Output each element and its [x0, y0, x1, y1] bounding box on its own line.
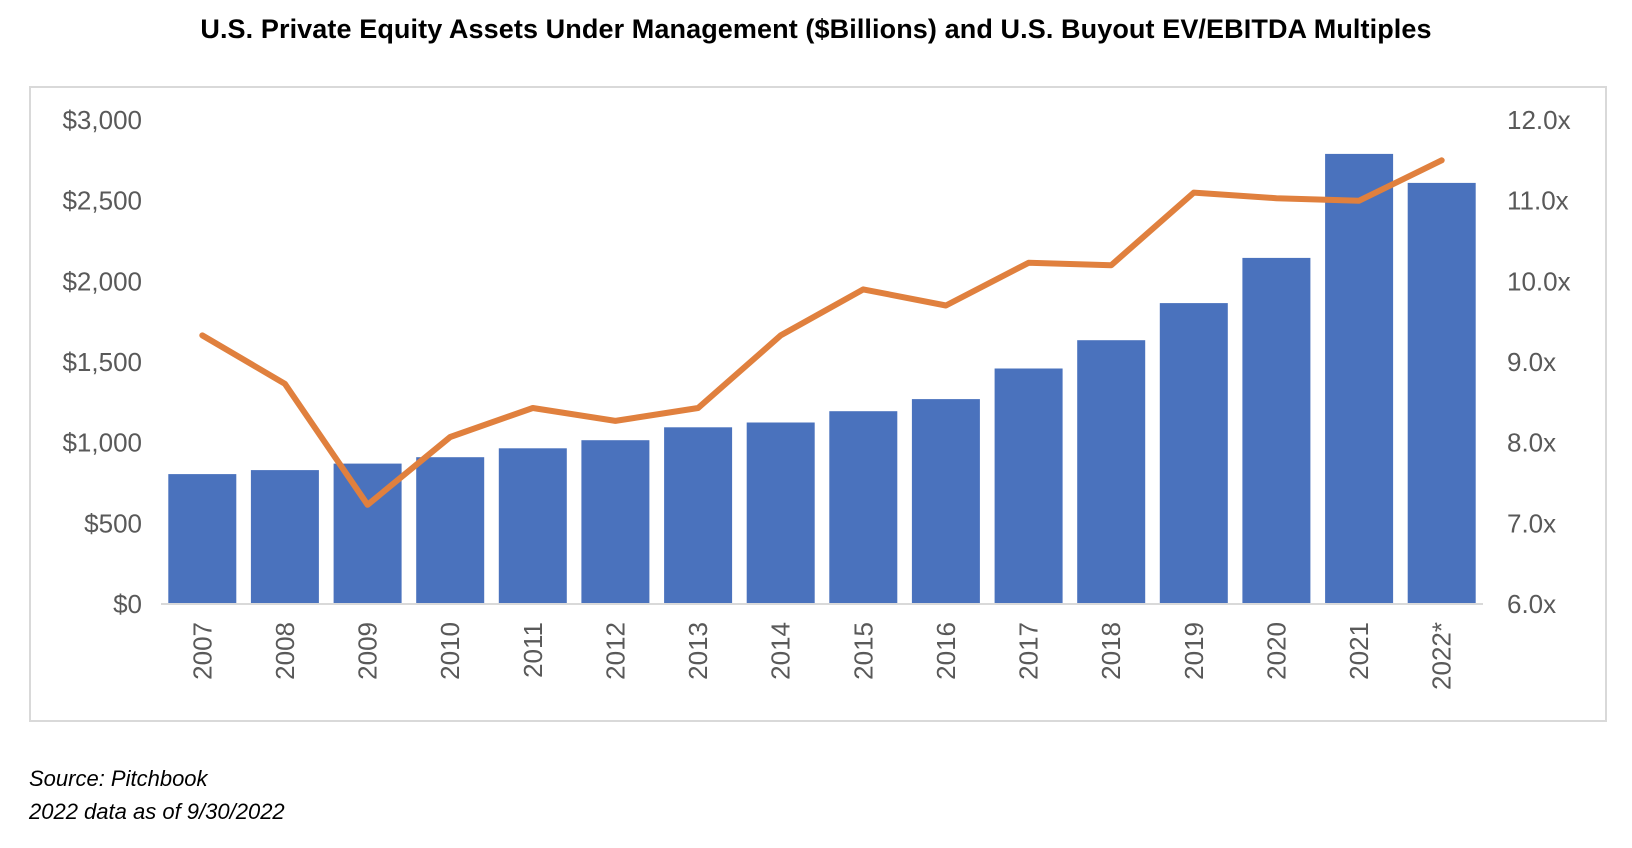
x-tick-label: 2010 — [435, 622, 465, 680]
aum-bar-2018 — [1077, 340, 1146, 604]
left-tick-label: $500 — [84, 508, 142, 538]
ev-ebitda-point-2018 — [1110, 264, 1112, 266]
left-tick-label: $1,000 — [62, 428, 142, 458]
x-tick-label: 2014 — [766, 622, 796, 680]
aum-bar-2016 — [911, 399, 980, 604]
right-tick-label: 9.0x — [1507, 347, 1556, 377]
right-tick-label: 6.0x — [1507, 589, 1556, 619]
aum-bar-2020 — [1242, 257, 1311, 604]
x-tick-label: 2022* — [1427, 622, 1457, 690]
left-tick-label: $2,500 — [62, 186, 142, 216]
x-tick-label: 2019 — [1179, 622, 1209, 680]
ev-ebitda-point-2019 — [1193, 192, 1195, 194]
ev-ebitda-point-2008 — [284, 383, 286, 385]
aum-bar-2021 — [1325, 153, 1394, 604]
left-tick-label: $1,500 — [62, 347, 142, 377]
bars-layer — [168, 153, 1476, 604]
x-tick-label: 2018 — [1096, 622, 1126, 680]
aum-bar-2017 — [994, 368, 1063, 604]
left-tick-label: $3,000 — [62, 105, 142, 135]
source-text: Source: Pitchbook — [29, 766, 208, 791]
ev-ebitda-point-2011 — [532, 407, 534, 409]
left-tick-label: $0 — [113, 589, 142, 619]
right-tick-label: 7.0x — [1507, 508, 1556, 538]
aum-bar-2012 — [581, 440, 650, 604]
ev-ebitda-point-2012 — [614, 420, 616, 422]
ev-ebitda-point-2014 — [780, 334, 782, 336]
x-tick-label: 2017 — [1014, 622, 1044, 680]
ev-ebitda-point-2017 — [1028, 262, 1030, 264]
aum-bar-2013 — [664, 427, 733, 604]
x-tick-label: 2021 — [1344, 622, 1374, 680]
x-tick-label: 2011 — [518, 622, 548, 678]
x-tick-label: 2013 — [683, 622, 713, 680]
ev-ebitda-point-2010 — [449, 436, 451, 438]
x-tick-label: 2008 — [270, 622, 300, 680]
right-tick-label: 10.0x — [1507, 266, 1571, 296]
ev-ebitda-point-2007 — [201, 334, 203, 336]
line-layer — [199, 157, 1445, 508]
right-tick-label: 11.0x — [1507, 186, 1569, 216]
ev-ebitda-point-2015 — [862, 288, 864, 290]
ev-ebitda-point-2020 — [1275, 197, 1277, 199]
aum-bar-2008 — [250, 470, 319, 604]
right-tick-label: 12.0x — [1507, 105, 1571, 135]
ev-ebitda-line — [199, 157, 1445, 508]
aum-bar-2010 — [416, 457, 485, 604]
x-tick-label: 2012 — [600, 622, 630, 680]
x-tick-label: 2009 — [353, 622, 383, 680]
ev-ebitda-point-2022* — [1441, 159, 1443, 161]
ev-ebitda-point-2016 — [945, 305, 947, 306]
x-tick-label: 2007 — [187, 622, 217, 680]
axes-layer: $0 $500 $1,000 $1,500 $2,000 $2,500 $3,000 6.0x… — [62, 105, 1570, 690]
right-tick-label: 8.0x — [1507, 428, 1556, 458]
aum-bar-2014 — [746, 422, 815, 604]
x-tick-label: 2020 — [1261, 622, 1291, 680]
aum-bar-2011 — [498, 448, 567, 604]
as-of-text: 2022 data as of 9/30/2022 — [29, 799, 285, 824]
ev-ebitda-point-2021 — [1358, 200, 1360, 202]
ev-ebitda-point-2013 — [697, 407, 699, 409]
left-tick-label: $2,000 — [62, 266, 142, 296]
chart-title: U.S. Private Equity Assets Under Managem… — [200, 14, 1432, 44]
aum-bar-2022* — [1407, 182, 1476, 604]
source-note: Source: Pitchbook 2022 data as of 9/30/2… — [29, 762, 285, 828]
aum-bar-2007 — [168, 474, 237, 604]
aum-bar-2019 — [1159, 303, 1228, 604]
x-tick-label: 2016 — [931, 622, 961, 680]
aum-bar-2015 — [829, 411, 898, 604]
x-tick-label: 2015 — [848, 622, 878, 680]
ev-ebitda-point-2009 — [367, 504, 369, 506]
